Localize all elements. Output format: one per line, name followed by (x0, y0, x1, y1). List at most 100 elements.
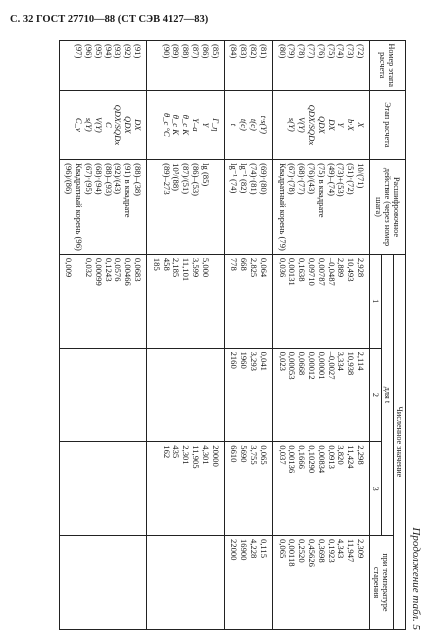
cell-line: 0,1666 (297, 445, 308, 469)
cell-value-t2: 2,114 10,938 3,334 –0,0027 0,00001 0,00012 0,0… (272, 348, 370, 442)
col-header-stage: Этап расчета (369, 90, 406, 160)
cell-line: 0,0913 (326, 445, 337, 469)
cell-line: (72) (356, 44, 366, 59)
table-continuation-caption: Продолжение табл. 5 (410, 527, 422, 630)
cell-line: 1960 (239, 351, 250, 369)
cell-line: QDX/SQDx (307, 104, 318, 146)
cell-line: 3,334 (336, 351, 347, 371)
cell-line: 3,755 (249, 445, 260, 465)
cell-line (132, 352, 142, 439)
cell-line: 16900 (239, 538, 250, 561)
cell-line: (83) (239, 44, 250, 59)
cell-line: θ_c K (171, 114, 182, 135)
cell-line: –0,0027 (326, 351, 337, 380)
cell-line: 2,298 (356, 445, 366, 465)
cell-line (210, 352, 220, 439)
cell-line (103, 352, 113, 439)
cell-line (83, 352, 93, 439)
cell-line: (96) (84, 44, 95, 59)
cell-line: 0,45626 (307, 538, 318, 567)
cell-line: (92)/(43) (113, 163, 124, 195)
data-table: Номер этапа расчета Этап расчета Расшифр… (59, 40, 406, 630)
cell-value-t1: 0,064 2,825 668 778 (224, 254, 273, 349)
cell-line: s(Y) (287, 117, 298, 132)
cell-line: (74) (336, 44, 347, 59)
cell-line: QDX/SQDx (113, 104, 124, 146)
cell-stage: t·s(Y) t(c) t(c) t (224, 90, 273, 160)
cell-line: (93) (113, 44, 124, 59)
cell-line: t·s(Y) (258, 115, 269, 135)
cell-line: (85) (210, 44, 221, 59)
cell-line: (68)·(94) (93, 163, 104, 195)
cell-line (151, 539, 161, 626)
cell-line: Y–a (191, 118, 202, 132)
cell-line: 2,889 (336, 257, 347, 278)
page-header: С. 32 ГОСТ 27710—88 (СТ СЭВ 4127—83) (10, 14, 209, 25)
cell-line: Γ_η (210, 118, 221, 132)
cell-line: 6610 (229, 445, 240, 463)
cell-line (190, 539, 200, 626)
cell-line: 2,825 (249, 257, 260, 278)
cell-line: 0,0683 (133, 257, 144, 282)
cell-value-t1: 0,0683 0,00466 0,0576 0,1243 0,00099 0,032 0,0… (59, 254, 147, 349)
cell-line: (92) (123, 44, 134, 59)
cell-line: 0,00466 (123, 257, 134, 286)
cell-line: (87)/(51) (181, 163, 192, 195)
col-header-t1: 1 (369, 254, 382, 349)
cell-expl: (69)·(80) (74)·(81) lg⁻¹ (82) lg⁻¹ (74) (224, 159, 273, 255)
rotated-content: Продолжение табл. 5 Номер этапа расчета … (22, 40, 422, 630)
cell-line (180, 539, 190, 626)
cell-line: 5,000 (200, 257, 211, 278)
cell-line: 185 (151, 257, 162, 271)
cell-line (83, 539, 93, 626)
cell-line: 0,3698 (316, 538, 327, 563)
cell-line: 10/(71) (356, 163, 366, 189)
cell-expl: 10/(71) (51)·(72) (73)+(53) (49)–(74) (75) в… (272, 159, 370, 255)
cell-line: (76)/(43) (307, 163, 318, 195)
cell-line: 0,2520 (297, 538, 308, 563)
cell-line: 0,10290 (307, 445, 318, 474)
cell-line: (75) в квадрате (316, 163, 327, 218)
cell-line: 0,1638 (297, 257, 308, 282)
cell-line (277, 94, 287, 157)
cell-line (200, 352, 210, 439)
cell-line: 0,009 (64, 257, 75, 278)
cell-line: (97) (74, 44, 85, 59)
cell-line: (73) (346, 44, 357, 59)
cell-line: (91) (133, 44, 144, 59)
cell-line (93, 352, 103, 439)
cell-line: b·X (346, 119, 357, 131)
cell-line: (68)·(77) (297, 163, 308, 195)
cell-line: 2160 (229, 351, 240, 369)
col-header-age: при температуре старения (369, 535, 394, 630)
cell-num: (91) (92) (93) (94) (95) (96) (97) (59, 40, 147, 91)
cell-value-age: 2,309 11,947 4,343 0,1923 0,3698 0,45626 0,252… (272, 535, 370, 630)
cell-line: t(c) (249, 118, 260, 131)
cell-line: lg⁻¹ (82) (239, 163, 250, 194)
cell-line (93, 445, 103, 532)
cell-line (103, 445, 113, 532)
cell-line (113, 352, 123, 439)
cell-line: 0,036 (277, 257, 288, 278)
cell-line: 2,309 (356, 538, 366, 559)
cell-line: 4,343 (336, 538, 347, 559)
cell-line: (67)·(95) (84, 163, 95, 195)
cell-line (132, 539, 142, 626)
cell-line: 0,00118 (287, 538, 298, 567)
cell-line: V(Y) (93, 116, 104, 133)
cell-line: V(Y) (297, 116, 308, 133)
cell-line: 0,065 (258, 445, 269, 465)
cell-line (151, 352, 161, 439)
cell-line (210, 539, 220, 626)
cell-line (122, 352, 132, 439)
cell-num: (81) (82) (83) (84) (224, 40, 273, 91)
col-header-expl: Расшифровочное действие (через номер шаг… (369, 159, 406, 255)
cell-line (73, 352, 83, 439)
cell-line: 0,064 (258, 257, 269, 278)
col-header-for-t: для t (381, 254, 394, 536)
table-row-group: (81) (82) (83) (84) t·s(Y) t(c) t(c) t (69)·(80)… (224, 40, 273, 630)
cell-line (161, 539, 171, 626)
cell-expl: lg (85) (86)–(53) (87)/(51) 10³/(88) (89)–27… (146, 159, 225, 255)
